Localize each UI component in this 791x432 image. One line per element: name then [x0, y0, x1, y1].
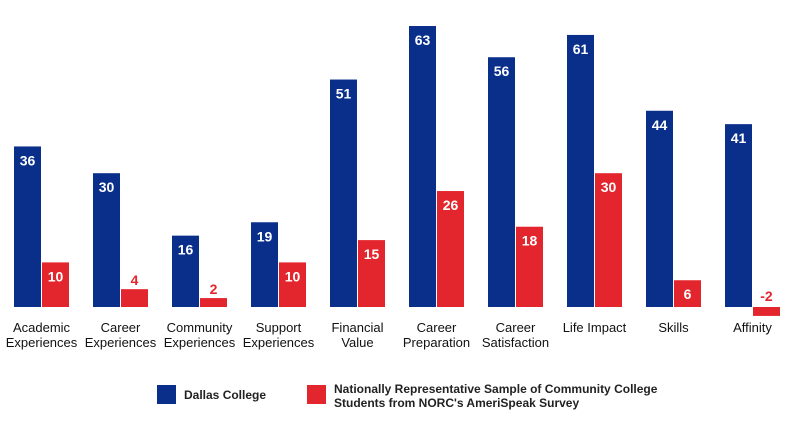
value-label-national-0: 10	[48, 268, 64, 284]
value-label-dallas-4: 51	[336, 86, 352, 102]
bar-dallas-8	[646, 110, 673, 307]
value-label-national-6: 18	[522, 233, 538, 249]
bar-dallas-6	[488, 57, 515, 307]
value-label-national-1: 4	[131, 272, 139, 288]
legend: Dallas College Nationally Representative…	[157, 382, 661, 410]
legend-label-dallas-college: Dallas College	[184, 388, 266, 402]
value-label-national-2: 2	[210, 281, 218, 297]
value-label-national-8: 6	[684, 286, 692, 302]
bar-national-5	[437, 191, 464, 307]
bar-dallas-2	[172, 235, 199, 307]
bar-dallas-4	[330, 79, 357, 307]
value-label-dallas-5: 63	[415, 32, 431, 48]
category-label-9: Affinity	[733, 320, 772, 335]
bar-national-3	[279, 262, 306, 307]
value-label-national-3: 10	[285, 268, 301, 284]
bar-national-0	[42, 262, 69, 307]
bars-group: 36 10 30 4 16 2 19 10 51 15 63 26 56 18 61 30 44 6 41 -2	[14, 26, 780, 316]
value-label-national-9: -2	[760, 288, 773, 304]
bar-dallas-7	[567, 34, 594, 307]
value-label-national-7: 30	[601, 179, 617, 195]
category-label-7: Life Impact	[563, 320, 627, 335]
bar-national-6	[516, 226, 543, 307]
bar-national-2	[200, 298, 227, 307]
bar-national-1	[121, 289, 148, 307]
bar-dallas-1	[93, 173, 120, 307]
value-label-dallas-1: 30	[99, 179, 115, 195]
legend-swatch-dallas-college	[157, 385, 176, 404]
value-label-dallas-9: 41	[731, 130, 747, 146]
category-label-1: Career Experiences	[85, 320, 157, 350]
category-label-2: Community Experiences	[164, 320, 236, 350]
bar-national-8	[674, 280, 701, 307]
bar-dallas-3	[251, 222, 278, 307]
value-label-dallas-2: 16	[178, 242, 194, 258]
category-label-0: Academic Experiences	[6, 320, 78, 350]
bar-dallas-9	[725, 124, 752, 307]
value-label-dallas-7: 61	[573, 41, 589, 57]
legend-swatch-national-sample	[307, 385, 326, 404]
bar-national-9	[753, 307, 780, 316]
category-label-8: Skills	[658, 320, 689, 335]
category-label-3: Support Experiences	[243, 320, 315, 350]
category-label-6: Career Satisfaction	[482, 320, 549, 350]
bar-dallas-5	[409, 26, 436, 308]
category-label-5: Career Preparation	[403, 320, 470, 350]
value-label-dallas-8: 44	[652, 117, 668, 133]
value-label-dallas-6: 56	[494, 63, 510, 79]
value-label-dallas-3: 19	[257, 228, 273, 244]
value-label-dallas-0: 36	[20, 152, 36, 168]
bar-national-7	[595, 173, 622, 307]
legend-label-national-sample: Nationally Representative Sample of Comm…	[334, 382, 661, 410]
bar-dallas-0	[14, 146, 41, 307]
category-label-4: Financial Value	[331, 320, 383, 350]
value-label-national-5: 26	[443, 197, 459, 213]
bar-national-4	[358, 240, 385, 307]
value-label-national-4: 15	[364, 246, 380, 262]
